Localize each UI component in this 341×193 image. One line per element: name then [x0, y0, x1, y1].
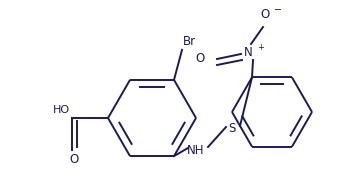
- Text: O: O: [196, 52, 205, 64]
- Text: −: −: [274, 5, 282, 15]
- Text: O: O: [261, 8, 270, 21]
- Text: S: S: [228, 122, 236, 135]
- Text: N: N: [243, 46, 252, 58]
- Text: NH: NH: [187, 144, 205, 157]
- Text: Br: Br: [183, 35, 196, 48]
- Text: +: +: [257, 43, 264, 52]
- Text: O: O: [69, 153, 79, 166]
- Text: HO: HO: [53, 105, 70, 115]
